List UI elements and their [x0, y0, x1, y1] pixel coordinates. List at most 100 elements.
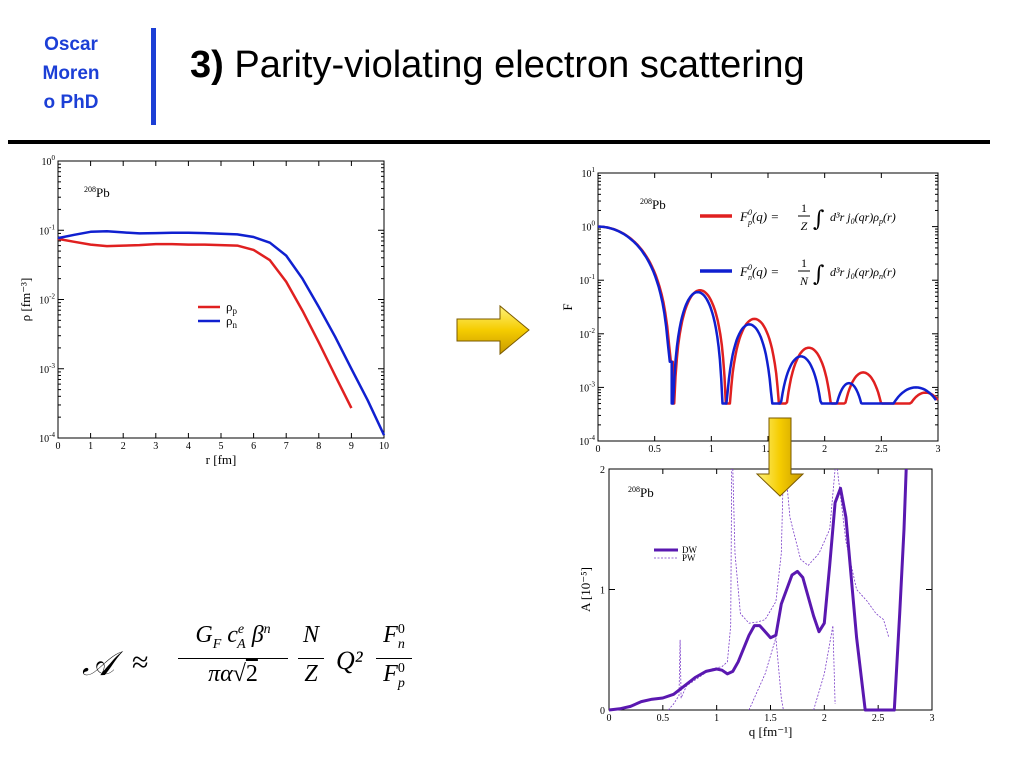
down-arrow-icon	[755, 417, 805, 497]
x-tick-label: 2	[822, 713, 827, 724]
series-line-pw	[785, 468, 836, 566]
series-line-rho-p	[57, 237, 353, 409]
title-number: 3)	[190, 44, 224, 86]
formula-frac1: GF ceA βn πα√2	[174, 622, 292, 688]
form-factor-chart: 0 0.5 1 1.5 2 2.5 3 101 100 10-1 10-2 10-3 10-4 F 208P…	[560, 166, 941, 455]
slide-title: 3) Parity-violating electron scattering	[190, 44, 805, 87]
legend-label: DW	[682, 545, 697, 555]
y-tick-label: 10-3	[579, 380, 595, 394]
y-axis-label: ρ [fm⁻³]	[18, 278, 33, 322]
density-chart: 0 1 2 3 4 5 6 7 8 9 10 100 10-1 10-2 10-3 10-4 r [fm] ρ […	[18, 154, 389, 467]
y-tick-label: 0	[600, 706, 605, 717]
x-tick-label: 3	[930, 713, 935, 724]
x-tick-label: 1.5	[762, 444, 775, 455]
series-line-dw	[608, 468, 908, 712]
title-rule	[8, 140, 990, 144]
y-tick-label: 1	[600, 586, 605, 597]
x-tick-label: 7	[284, 441, 289, 452]
frac3-numerator: F0n	[383, 622, 405, 652]
x-tick-label: 2.5	[875, 444, 888, 455]
x-tick-label: 1	[714, 713, 719, 724]
legend-label: ρp	[226, 299, 238, 316]
formula-lhs: 𝒜	[82, 646, 115, 683]
x-axis-label: q [fm⁻¹]	[749, 724, 793, 739]
legend-fraction-numerator: 1	[801, 256, 807, 270]
x-tick-label: 2	[121, 441, 126, 452]
fraction-bar	[298, 658, 324, 659]
frac2-numerator: N	[302, 622, 319, 648]
series-line-pw	[748, 637, 784, 711]
y-tick-label: 2	[600, 465, 605, 476]
legend-formula: d³r j0(qr)ρp(r)	[830, 210, 896, 226]
x-tick-label: 0	[56, 441, 61, 452]
series-line-fn	[598, 225, 937, 405]
x-tick-label: 0	[596, 444, 601, 455]
frac2-denominator: Z	[304, 661, 318, 687]
x-tick-label: 5	[219, 441, 224, 452]
formula-frac3: F0n F0p	[374, 622, 414, 692]
x-tick-label: 2	[822, 444, 827, 455]
brand-line: o PhD	[43, 92, 99, 113]
asymmetry-formula: 𝒜 ≈ GF ceA βn πα√2 N Z Q² F0n F0p	[82, 622, 422, 712]
legend-integral: ∫	[813, 262, 825, 287]
series-line-fp	[598, 225, 939, 405]
plot-frame	[608, 468, 933, 711]
series-line-rho-n	[57, 229, 386, 436]
y-tick-label: 10-1	[39, 223, 55, 237]
frac3-denominator: F0p	[383, 661, 405, 691]
legend-fraction-denominator: Z	[801, 219, 808, 233]
x-tick-label: 10	[379, 441, 389, 452]
frac1-denominator: πα√2	[208, 661, 258, 687]
y-tick-label: 10-4	[579, 434, 595, 448]
x-tick-label: 0.5	[657, 713, 670, 724]
y-tick-label: 100	[582, 220, 596, 234]
x-tick-label: 1.5	[764, 713, 777, 724]
x-tick-label: 6	[251, 441, 256, 452]
series-line-pw	[813, 625, 836, 711]
frac1-numerator: GF ceA βn	[195, 622, 271, 652]
y-tick-label: 100	[42, 154, 56, 168]
series-line-pw	[732, 468, 784, 624]
x-tick-label: 0.5	[648, 444, 661, 455]
nucleus-annotation: 208Pb	[84, 185, 110, 200]
legend-formula: d³r j0(qr)ρn(r)	[830, 265, 896, 281]
y-tick-label: 10-2	[39, 293, 55, 307]
x-tick-label: 0	[607, 713, 612, 724]
legend-fraction-numerator: 1	[801, 201, 807, 215]
brand-line: Moren	[42, 63, 100, 84]
legend-label: ρn	[226, 313, 238, 330]
author-brand: Oscar Moren o PhD	[22, 30, 120, 117]
formula-q2: Q²	[336, 646, 363, 675]
x-axis-label: r [fm]	[206, 452, 237, 467]
x-tick-label: 8	[316, 441, 321, 452]
right-arrow-icon	[456, 304, 530, 356]
y-tick-label: 10-1	[579, 273, 595, 287]
nucleus-annotation: 208Pb	[628, 485, 654, 500]
title-text: Parity-violating electron scattering	[234, 44, 805, 86]
x-tick-label: 3	[936, 444, 941, 455]
legend-fraction-denominator: N	[799, 274, 809, 288]
y-tick-label: 101	[582, 166, 596, 180]
nucleus-annotation: 208Pb	[640, 197, 666, 212]
fraction-bar	[376, 658, 412, 659]
title-divider	[151, 28, 156, 125]
asymmetry-chart: 0 0.5 1 1.5 2 2.5 3 0 1 2 q [fm⁻¹] A [10⁻⁵] 208Pb DWP…	[578, 465, 935, 739]
x-tick-label: 1	[88, 441, 93, 452]
plot-frame	[57, 160, 385, 439]
y-tick-label: 10-3	[39, 362, 55, 376]
brand-line: Oscar	[44, 34, 98, 55]
y-tick-label: 10-4	[39, 431, 55, 445]
legend-integral: ∫	[813, 207, 825, 232]
series-line-pw	[836, 468, 890, 638]
y-tick-label: 10-2	[579, 327, 595, 341]
x-tick-label: 4	[186, 441, 191, 452]
formula-frac2: N Z	[296, 622, 326, 688]
x-tick-label: 3	[153, 441, 158, 452]
legend-formula: Fn0(q) =	[739, 263, 779, 282]
formula-approx: ≈	[132, 646, 149, 679]
fraction-bar	[178, 658, 288, 659]
x-tick-label: 2.5	[872, 713, 885, 724]
x-tick-label: 9	[349, 441, 354, 452]
x-tick-label: 1	[709, 444, 714, 455]
